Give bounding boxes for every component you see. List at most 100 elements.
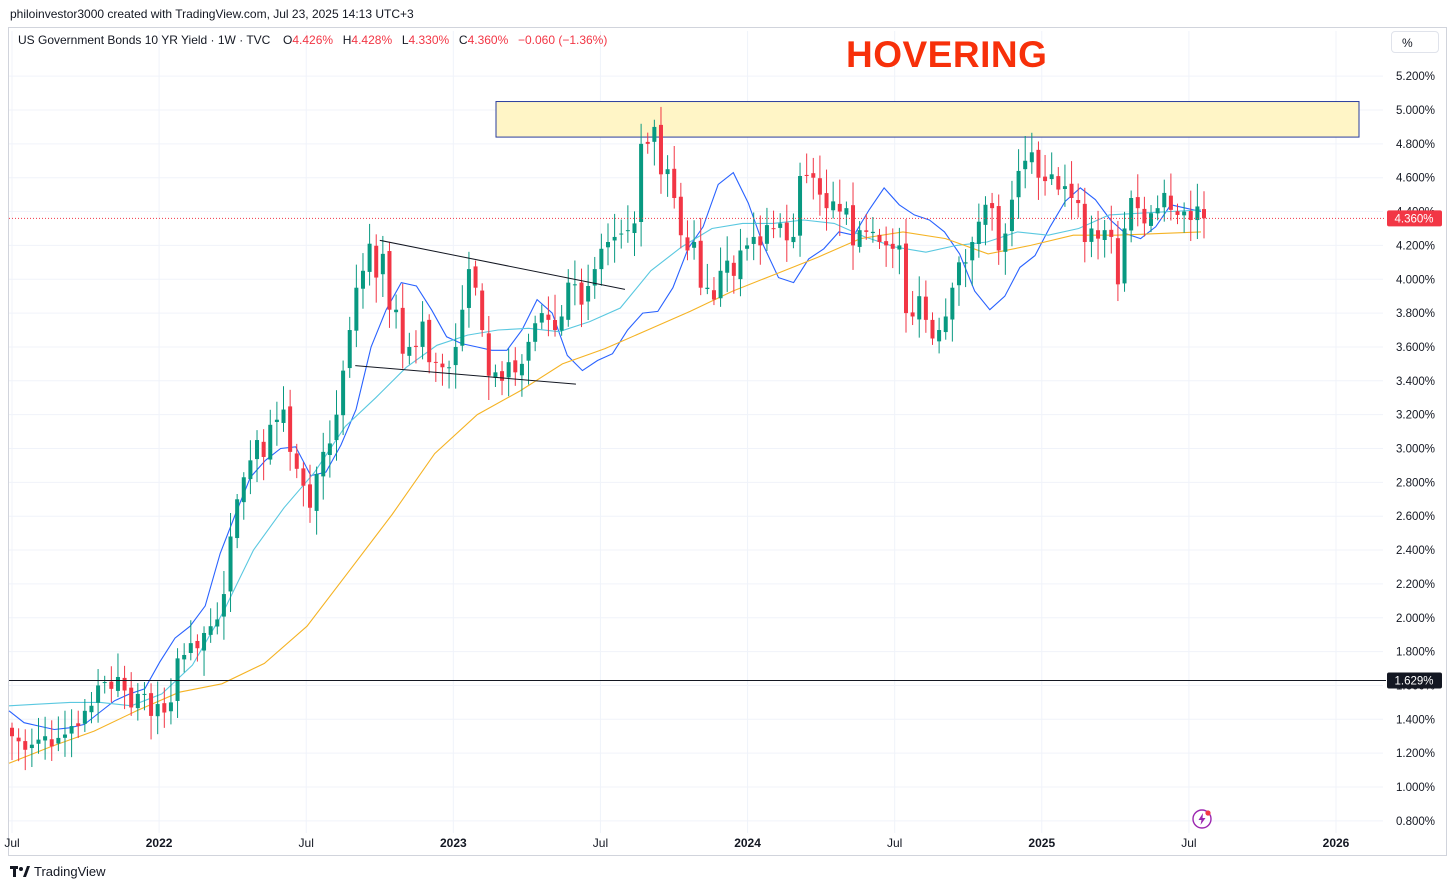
candle-body — [49, 739, 54, 747]
candle-body — [645, 141, 650, 144]
candle — [208, 608, 213, 643]
candle — [407, 332, 412, 365]
moving-average-line — [8, 231, 1202, 764]
candle — [255, 430, 260, 483]
candle — [82, 699, 87, 732]
tradingview-logo[interactable]: TradingView — [10, 864, 106, 879]
candle-body — [294, 453, 299, 469]
candle-body — [268, 424, 273, 460]
candle-body — [367, 243, 372, 272]
candle — [1135, 174, 1140, 227]
candle-body — [778, 223, 783, 228]
candle — [420, 301, 425, 360]
candle-body — [1149, 213, 1154, 226]
symbol-legend[interactable]: US Government Bonds 10 YR Yield · 1W · T… — [18, 33, 607, 47]
candle — [387, 241, 392, 328]
candle-body — [1056, 176, 1061, 190]
candle-body — [321, 451, 326, 477]
candle-body — [215, 619, 220, 627]
lightning-icon[interactable] — [1191, 808, 1213, 830]
candle — [380, 235, 385, 298]
candle — [115, 653, 120, 698]
candle-body — [62, 734, 67, 738]
candle — [877, 228, 882, 249]
candle — [175, 648, 180, 718]
hovering-annotation: HOVERING — [846, 34, 1048, 75]
candle — [1089, 215, 1094, 258]
candle — [956, 256, 961, 306]
candle — [725, 236, 730, 293]
candle-body — [1062, 186, 1067, 190]
resistance-zone — [495, 101, 1360, 138]
candle-body — [400, 307, 405, 354]
percent-scale-button[interactable]: % — [1391, 31, 1439, 53]
candle-body — [274, 419, 279, 423]
candle-body — [937, 330, 942, 342]
candle — [1129, 190, 1134, 243]
candle — [486, 315, 491, 401]
candle-body — [360, 270, 365, 289]
candle-body — [983, 204, 988, 225]
candle-body — [255, 440, 260, 460]
candle — [1082, 187, 1087, 263]
candle — [778, 213, 783, 238]
candle — [798, 162, 803, 257]
candle-body — [1182, 211, 1187, 216]
candle-body — [235, 499, 240, 539]
candle — [1029, 132, 1034, 174]
candle — [890, 228, 895, 269]
candle — [731, 255, 736, 294]
candle-body — [195, 640, 200, 649]
candle-body — [864, 230, 869, 232]
candle-body — [890, 243, 895, 249]
candle-body — [897, 245, 902, 250]
candle-body — [162, 703, 167, 713]
candle — [314, 466, 319, 535]
current-price-badge — [1387, 210, 1442, 227]
candle-body — [480, 290, 485, 331]
candle — [718, 247, 723, 307]
tradingview-logo-icon — [10, 865, 30, 877]
candle — [433, 352, 438, 382]
candle — [751, 212, 756, 261]
candle — [811, 157, 816, 200]
y-tick-label: 1.400% — [1396, 714, 1435, 726]
candle-body — [1168, 195, 1173, 210]
candle-body — [1142, 208, 1147, 224]
candle — [917, 276, 922, 338]
x-tick-label: 2026 — [1323, 836, 1350, 850]
x-tick-label: Jul — [593, 836, 608, 850]
candle-body — [135, 693, 140, 709]
candle — [10, 722, 14, 761]
candle — [963, 249, 968, 288]
candle-body — [102, 682, 107, 684]
candle-body — [314, 473, 319, 511]
candle-body — [513, 360, 518, 373]
candle-body — [394, 309, 399, 313]
high-value: 4.428% — [351, 33, 393, 47]
candle — [897, 227, 902, 275]
candle-body — [539, 313, 544, 323]
support-level-badge — [1387, 672, 1442, 689]
candle — [288, 389, 293, 471]
candle — [43, 716, 48, 760]
x-tick-label: 2024 — [734, 836, 761, 850]
candle — [533, 315, 538, 352]
candle-body — [586, 286, 591, 302]
candle — [586, 264, 591, 321]
candle — [69, 709, 74, 758]
candle — [599, 233, 604, 286]
candle — [168, 678, 173, 725]
candle-body — [606, 242, 610, 248]
candle-body — [387, 251, 392, 310]
candle — [519, 354, 524, 397]
low-label: L — [401, 33, 409, 47]
candle — [1162, 179, 1167, 222]
y-tick-label: 4.600% — [1396, 173, 1435, 185]
candle-body — [1188, 211, 1193, 221]
candle-body — [798, 176, 803, 236]
x-tick-label: 2022 — [146, 836, 173, 850]
candle-body — [308, 484, 312, 508]
chart-creator-caption: philoinvestor3000 created with TradingVi… — [10, 7, 414, 21]
